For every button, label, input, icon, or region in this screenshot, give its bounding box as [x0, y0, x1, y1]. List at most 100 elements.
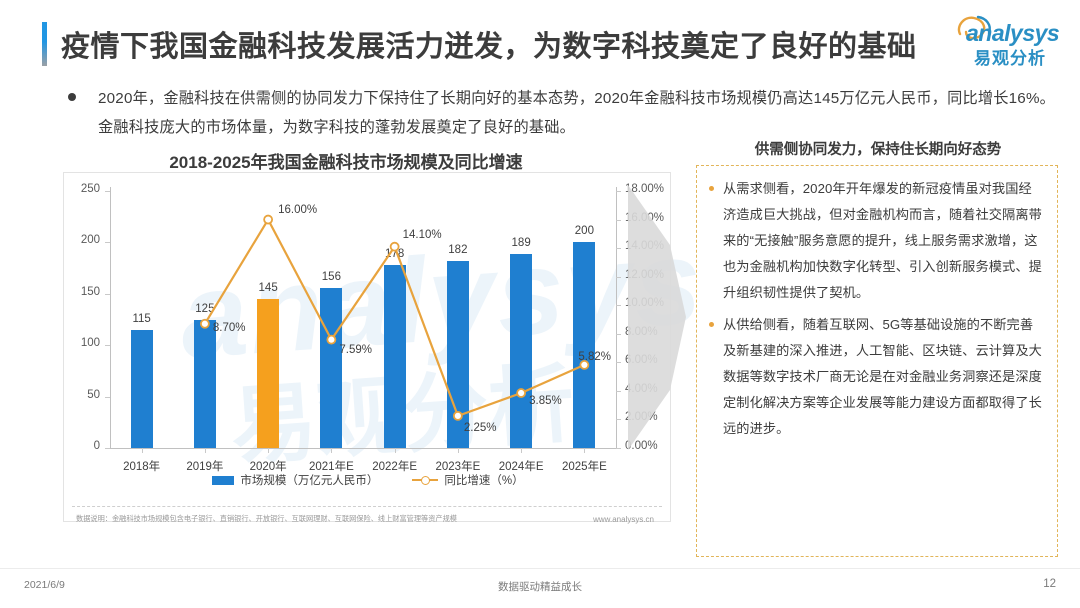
y-axis-right-tick [616, 419, 621, 421]
panel-item: 从需求侧看，2020年开年爆发的新冠疫情虽对我国经济造成巨大挑战，但对金融机构而… [709, 176, 1043, 306]
legend-line-label: 同比增速（%） [444, 475, 524, 487]
chart-bar-value-label: 156 [321, 270, 341, 283]
y-axis-left-tick-label: 250 [80, 183, 100, 195]
chart-line-value-label: 8.70% [212, 321, 246, 334]
chart-plot-area: 0501001502002500.00%2.00%4.00%6.00%8.00%… [64, 173, 672, 523]
y-axis-left-tick [105, 293, 110, 295]
lead-paragraph-text: 2020年，金融科技在供需侧的协同发力下保持住了长期向好的基本态势，2020年金… [98, 90, 1056, 136]
chart-line-value-label: 2.25% [463, 421, 497, 434]
y-axis-right-tick [616, 448, 621, 449]
x-axis-tick-label: 2025年E [561, 461, 607, 473]
y-axis-left-tick-label: 100 [80, 337, 100, 350]
y-axis-right-tick [616, 191, 621, 192]
y-axis-left-tick [105, 345, 110, 347]
y-axis-right-tick [616, 390, 621, 392]
footer-divider [0, 568, 1080, 569]
chart-bar [383, 265, 406, 448]
x-axis-tick [457, 448, 459, 453]
chart-bar [193, 319, 216, 448]
chart-bar [573, 242, 596, 448]
chart-bar-value-label: 125 [195, 302, 215, 315]
x-axis-tick-label: 2022年E [372, 461, 417, 473]
insight-panel: 从需求侧看，2020年开年爆发的新冠疫情虽对我国经济造成巨大挑战，但对金融机构而… [696, 165, 1058, 557]
y-axis-right-tick [616, 333, 621, 335]
footer-slogan: 数据驱动精益成长 [498, 581, 582, 593]
legend-item-line: 同比增速（%） [412, 472, 524, 488]
page-title: 疫情下我国金融科技发展活力迸发，为数字科技奠定了良好的基础 [42, 22, 917, 66]
y-axis-left-tick-label: 0 [93, 440, 100, 452]
chart-title: 2018-2025年我国金融科技市场规模及同比增速 [169, 153, 523, 172]
chart-bar-value-label: 178 [385, 248, 405, 261]
legend-item-bar: 市场规模（万亿元人民币） [212, 472, 378, 488]
x-axis-tick-label: 2024年E [498, 461, 544, 473]
chart-container: 0501001502002500.00%2.00%4.00%6.00%8.00%… [63, 172, 672, 524]
logo-chinese-name: 易观分析 [974, 49, 1046, 68]
chart-line-value-label: 7.59% [339, 343, 372, 356]
x-axis-tick [141, 448, 143, 453]
y-axis-right-tick-label: 18.00% [625, 183, 665, 195]
chart-bar [130, 329, 153, 448]
chart-line-value-label: 5.82% [578, 350, 611, 363]
x-axis-tick-label: 2020年 [249, 461, 287, 473]
chart-bar [510, 253, 533, 448]
chart-bar [446, 260, 469, 448]
chart-line-value-label: 3.85% [529, 395, 562, 408]
bullet-dot-icon [68, 93, 76, 101]
x-axis-tick [584, 448, 586, 453]
y-axis-right-tick [616, 305, 621, 307]
analysys-logo: analysys 易观分析 [938, 12, 1068, 68]
x-axis-tick-label: 2021年E [308, 461, 354, 473]
chart-legend: 市场规模（万亿元人民币） 同比增速（%） [64, 472, 672, 488]
x-axis-tick [394, 448, 396, 453]
lead-paragraph: 2020年，金融科技在供需侧的协同发力下保持住了长期向好的基本态势，2020年金… [68, 84, 1058, 142]
chart-note-url: www.analysys.cn [593, 515, 654, 524]
chart-bar-value-label: 115 [132, 312, 151, 325]
chart-note-divider [72, 506, 662, 507]
legend-bar-label: 市场规模（万亿元人民币） [240, 475, 379, 487]
panel-bullet-dot-icon [709, 186, 714, 191]
logo-wordmark: analysys [966, 20, 1060, 46]
x-axis-tick [204, 448, 206, 453]
x-axis-tick [331, 448, 333, 453]
x-axis-tick [268, 448, 270, 453]
chart-bar [320, 287, 343, 448]
y-axis-right-tick [616, 248, 621, 250]
chart-bar-value-label: 200 [574, 225, 594, 238]
panel-item-text: 从需求侧看，2020年开年爆发的新冠疫情虽对我国经济造成巨大挑战，但对金融机构而… [723, 181, 1042, 300]
y-axis-left-tick-label: 200 [80, 234, 100, 247]
y-axis-left-tick [105, 242, 110, 244]
chart-bar-value-label: 145 [258, 281, 278, 294]
logo-swirl-icon [957, 15, 991, 40]
y-axis-left [110, 187, 111, 448]
chart-line-value-label: 14.10% [402, 228, 442, 241]
footer-date: 2021/6/9 [24, 579, 65, 591]
legend-line-swatch-icon [412, 475, 439, 485]
y-axis-right-tick-label: 0.00% [625, 440, 658, 452]
chart-bar [257, 298, 280, 448]
y-axis-left-tick [105, 396, 110, 398]
x-axis [110, 448, 616, 449]
x-axis-tick [521, 448, 523, 453]
y-axis-right-tick [616, 219, 621, 221]
right-arrow-icon [628, 185, 686, 450]
title-accent-bar [42, 22, 47, 66]
chart-bar-value-label: 182 [448, 243, 468, 256]
chart-note-text: 数据说明：金融科技市场规模包含电子银行、直销银行、开放银行、互联网理财、互联网保… [76, 514, 457, 523]
y-axis-right-tick [616, 276, 621, 278]
y-axis-right-tick [616, 362, 621, 364]
y-axis-left-tick [105, 191, 110, 192]
y-axis-left-tick [105, 448, 110, 449]
panel-bullet-dot-icon [709, 322, 714, 327]
panel-item: 从供给侧看，随着互联网、5G等基础设施的不断完善及新基建的深入推进，人工智能、区… [709, 312, 1043, 442]
panel-heading: 供需侧协同发力，保持住长期向好态势 [754, 142, 1002, 158]
x-axis-tick-label: 2019年 [186, 461, 224, 473]
panel-item-text: 从供给侧看，随着互联网、5G等基础设施的不断完善及新基建的深入推进，人工智能、区… [723, 317, 1042, 436]
y-axis-left-tick-label: 50 [87, 388, 100, 401]
y-axis-left-tick-label: 150 [80, 285, 100, 298]
legend-bar-swatch-icon [212, 475, 235, 485]
x-axis-tick-label: 2023年E [435, 461, 481, 473]
y-axis-right [616, 187, 617, 448]
chart-line-value-label: 16.00% [278, 203, 318, 216]
x-axis-tick-label: 2018年 [123, 461, 161, 473]
